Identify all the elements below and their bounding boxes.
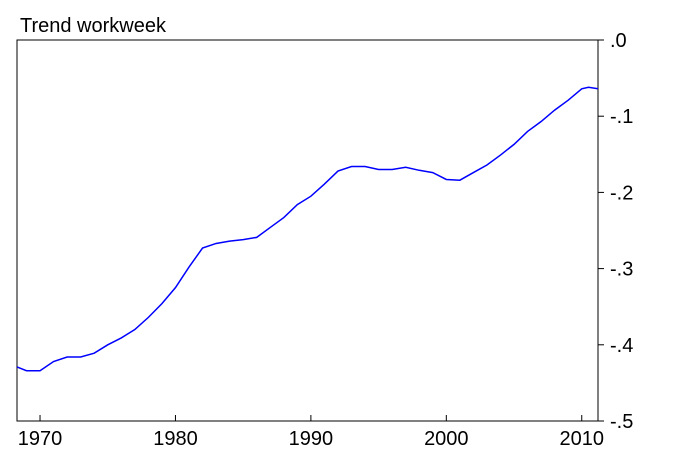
x-tick-label: 2000 [424,428,469,450]
y-tick-label: .0 [610,30,627,52]
y-tick-label: -.4 [610,335,633,357]
x-tick-label: 1970 [18,428,63,450]
y-tick-label: -.5 [610,411,633,433]
line-series [16,86,599,372]
x-tick-label: 1980 [153,428,198,450]
y-tick-label: -.3 [610,259,633,281]
y-tick-label: -.2 [610,182,633,204]
x-tick-label: 1990 [289,428,334,450]
x-tick-label: 2010 [559,428,604,450]
chart-title: Trend workweek [20,15,167,37]
y-tick-label: -.1 [610,106,633,128]
plot-frame [16,39,599,422]
